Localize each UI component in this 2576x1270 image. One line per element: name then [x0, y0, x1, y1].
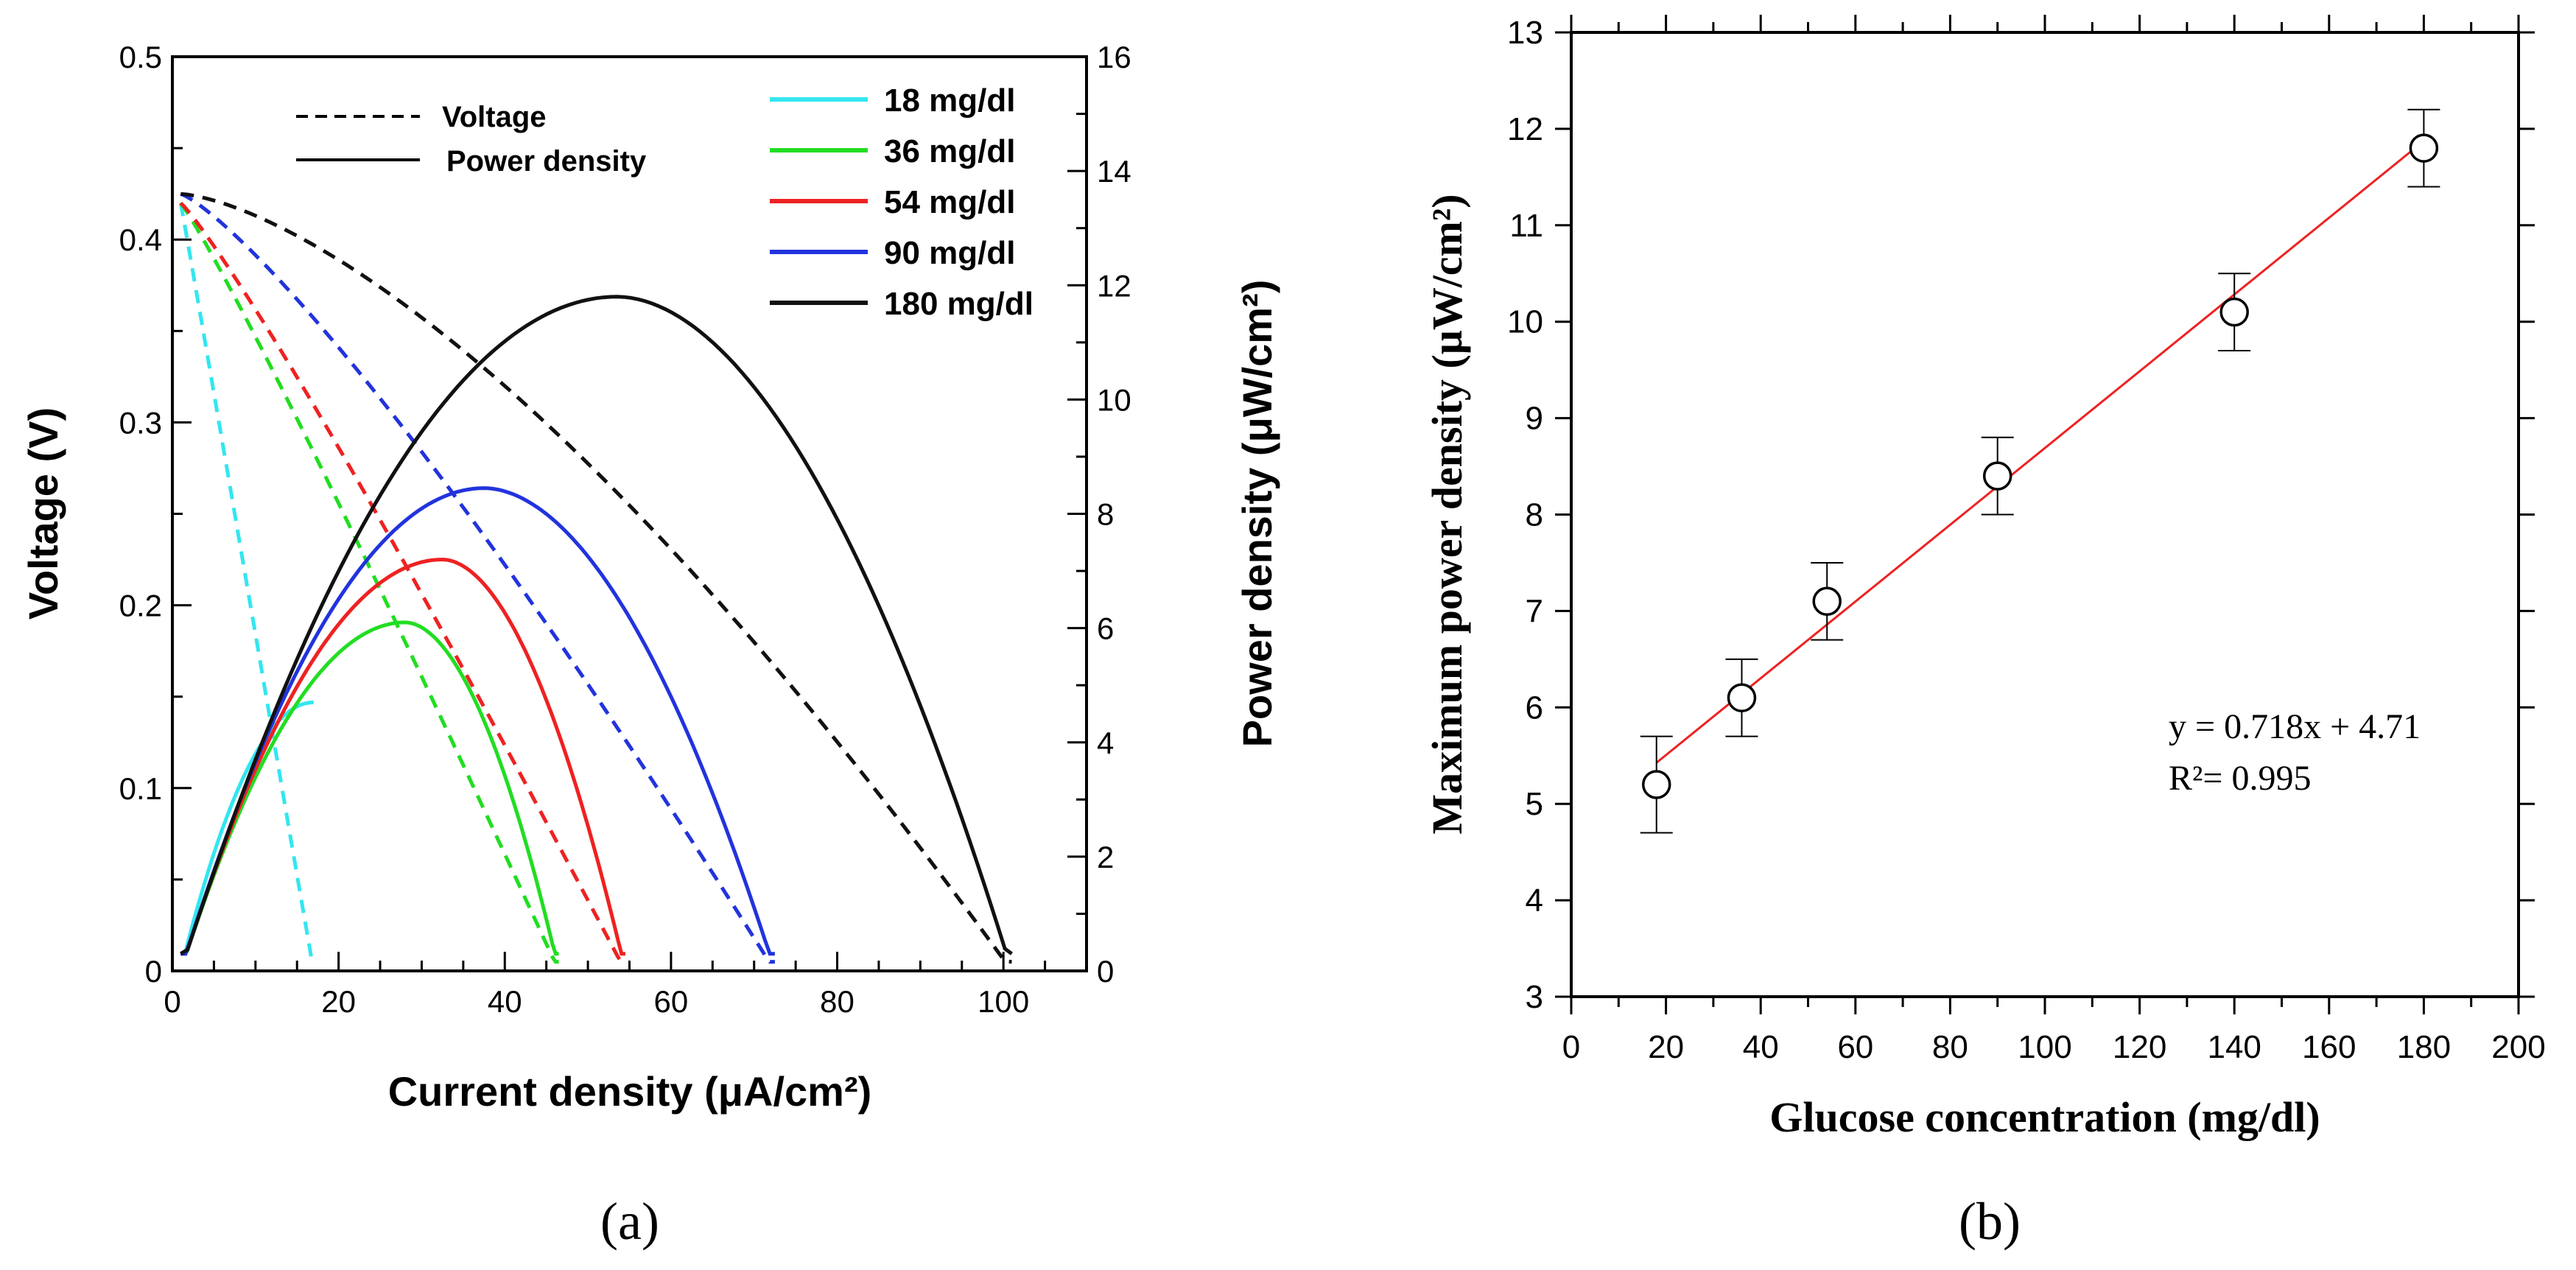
- panel-b-y-tick-label: 5: [1526, 786, 1543, 822]
- panel-a-right-tick-label: 14: [1097, 154, 1131, 189]
- panel-b-y-tick-label: 8: [1526, 497, 1543, 533]
- panel-a-right-tick-label: 0: [1097, 954, 1114, 989]
- panel-b-x-tick-label: 140: [2207, 1029, 2261, 1065]
- fit-line: [1655, 140, 2425, 764]
- legend-label-180-mg-dl: 180 mg/dl: [884, 286, 1033, 322]
- legend-power-density-label: Power density: [446, 145, 647, 178]
- panel-b-chart: 0 20 40 60 80 100 120 140 160 180 200 3 4 5 6 7 8 9 10 11 12…: [1423, 15, 2546, 1141]
- panel-a-left-tick-label: 0.4: [119, 222, 162, 257]
- panel-b-x-tick-label: 80: [1932, 1029, 1968, 1065]
- data-point: [2409, 133, 2439, 163]
- panel-a-left-tick-label: 0.5: [119, 40, 162, 74]
- power-curve-54-mg-dl: [180, 558, 625, 956]
- panel-a-left-axis-title: Voltage (V): [20, 407, 66, 620]
- data-point: [1727, 683, 1757, 712]
- panel-a-right-tick-label: 12: [1097, 268, 1131, 303]
- panel-b-x-tick-label: 100: [2018, 1029, 2071, 1065]
- voltage-curve-18-mg-dl: [178, 203, 315, 964]
- data-point: [1982, 461, 2012, 491]
- panel-b-y-tick-label: 7: [1526, 593, 1543, 629]
- panel-a-x-tick-label: 40: [488, 984, 522, 1019]
- panel-b-data: [1640, 108, 2440, 834]
- legend-voltage-label: Voltage: [442, 101, 547, 133]
- panel-b-ticks: 0 20 40 60 80 100 120 140 160 180 200 3 4 5 6 7 8 9 10 11 12…: [1507, 15, 2546, 1065]
- voltage-curve-54-mg-dl: [179, 201, 625, 964]
- panel-a-series: [178, 192, 1013, 964]
- panel-b-y-tick-label: 11: [1509, 208, 1543, 244]
- panel-b-y-tick-label: 13: [1507, 15, 1543, 51]
- panel-b-x-tick-label: 20: [1648, 1029, 1684, 1065]
- panel-a-series-legend: 18 mg/dl 36 mg/dl 54 mg/dl 90 mg/dl 180 mg/d…: [770, 83, 1033, 322]
- r2-value: = 0.995: [2203, 759, 2311, 798]
- panel-a-x-tick-label: 100: [978, 984, 1029, 1019]
- data-point: [1641, 770, 1671, 799]
- legend-label-36-mg-dl: 36 mg/dl: [884, 133, 1016, 169]
- fit-r-squared: R²= 0.995: [2169, 759, 2311, 798]
- power-curve-36-mg-dl: [180, 620, 559, 956]
- caption-a: (a): [600, 1192, 659, 1251]
- panel-a-left-tick-label: 0.2: [119, 589, 162, 623]
- r2-symbol: R²: [2169, 759, 2203, 798]
- panel-a-right-tick-label: 2: [1097, 840, 1114, 874]
- panel-b-x-tick-label: 0: [1562, 1029, 1580, 1065]
- panel-a-x-axis-title: Current density (μA/cm²): [388, 1068, 872, 1115]
- power-curve-180-mg-dl: [180, 295, 1013, 955]
- panel-a-chart: 0 20 40 60 80 100 0 0.1 0.2 0.3 0.4 0.5 0 2 4 6 8 10 12 14 1…: [20, 40, 1280, 1115]
- panel-a-right-tick-label: 8: [1097, 497, 1114, 532]
- panel-a-left-tick-label: 0.3: [119, 405, 162, 440]
- panel-b-x-tick-label: 200: [2491, 1029, 2545, 1065]
- voltage-curve-90-mg-dl: [180, 192, 775, 964]
- panel-a-style-legend: Voltage Power density: [296, 101, 647, 178]
- panel-b-y-axis-title: Maximum power density (μW/cm²): [1423, 194, 1471, 834]
- panel-b-x-tick-label: 60: [1837, 1029, 1873, 1065]
- legend-label-18-mg-dl: 18 mg/dl: [884, 83, 1016, 119]
- panel-a-right-axis-title: Power density (μW/cm²): [1234, 280, 1280, 748]
- legend-label-90-mg-dl: 90 mg/dl: [884, 235, 1016, 271]
- panel-b-y-tick-label: 12: [1507, 111, 1543, 147]
- panel-b-y-tick-label: 4: [1526, 883, 1543, 919]
- panel-a-x-tick-label: 80: [820, 984, 854, 1019]
- power-curve-90-mg-dl: [180, 486, 775, 956]
- panel-b-y-tick-label: 6: [1526, 690, 1543, 726]
- panel-b-x-axis-title: Glucose concentration (mg/dl): [1769, 1093, 2320, 1141]
- legend-label-54-mg-dl: 54 mg/dl: [884, 184, 1016, 220]
- panel-a-x-tick-label: 20: [321, 984, 356, 1019]
- panel-b-x-tick-label: 160: [2302, 1029, 2356, 1065]
- panel-b-y-tick-label: 10: [1507, 304, 1543, 340]
- panel-a-left-tick-label: 0.1: [119, 771, 162, 806]
- panel-b-y-tick-label: 3: [1526, 979, 1543, 1015]
- panel-a-left-tick-label: 0: [145, 954, 162, 989]
- panel-b-x-tick-label: 120: [2113, 1029, 2166, 1065]
- panel-a-x-tick-label: 0: [164, 984, 180, 1019]
- caption-b: (b): [1959, 1192, 2021, 1251]
- panel-a-right-tick-label: 10: [1097, 382, 1131, 417]
- panel-a-ticks: 0 20 40 60 80 100 0 0.1 0.2 0.3 0.4 0.5 0 2 4 6 8 10 12 14 1…: [119, 40, 1131, 1019]
- panel-a-x-tick-label: 60: [654, 984, 689, 1019]
- fit-equation: y = 0.718x + 4.71: [2169, 707, 2421, 746]
- panel-b-x-tick-label: 180: [2397, 1029, 2451, 1065]
- panel-a-right-tick-label: 16: [1097, 40, 1131, 74]
- data-point: [2219, 297, 2249, 327]
- data-point: [1812, 586, 1842, 617]
- panel-b-y-tick-label: 9: [1526, 401, 1543, 437]
- panel-a-right-tick-label: 4: [1097, 726, 1114, 760]
- panel-b-x-tick-label: 40: [1743, 1029, 1779, 1065]
- panel-a-right-tick-label: 6: [1097, 611, 1114, 646]
